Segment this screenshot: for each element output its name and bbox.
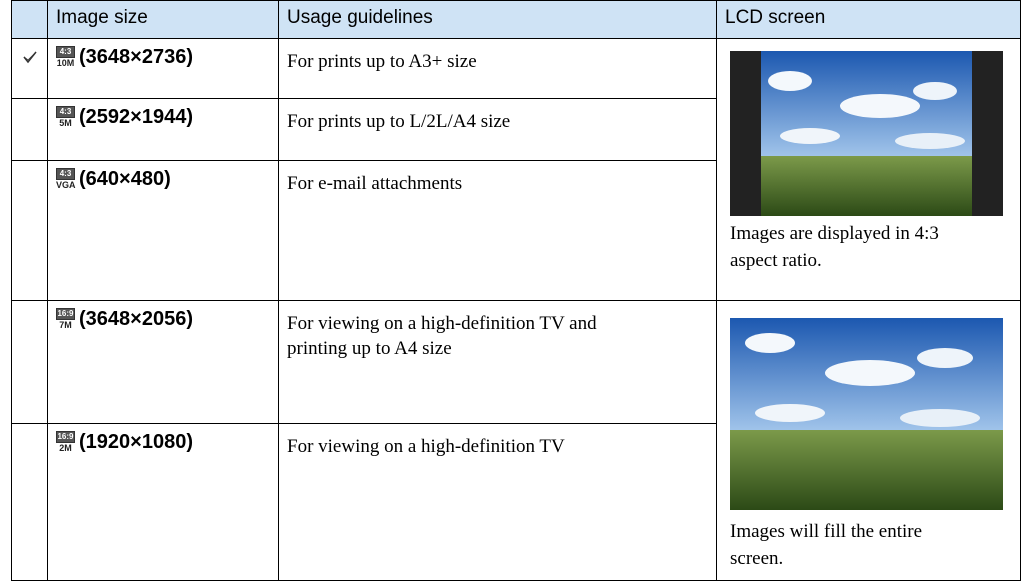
resolution: (1920×1080) [79, 430, 193, 453]
resolution: (2592×1944) [79, 106, 193, 128]
size-icon: 4:3 5M [56, 106, 75, 128]
size-cell: 4:3 5M (2592×1944) [47, 98, 279, 161]
size-cell: 16:9 2M (1920×1080) [47, 422, 279, 581]
megapixels: VGA [56, 180, 76, 190]
check-cell [11, 38, 48, 99]
megapixels: 10M [56, 58, 75, 68]
size-icon: 16:9 2M [56, 430, 75, 453]
check-cell [11, 300, 48, 424]
page: Image size Usage guidelines LCD screen 4… [11, 0, 1021, 581]
aspect: 16:9 [56, 430, 75, 443]
size-icon: 4:3 10M [56, 46, 75, 68]
header-cell: Image size [47, 0, 279, 39]
megapixels: 2M [59, 442, 72, 453]
size-icon: 16:9 7M [56, 308, 75, 330]
check-cell [11, 160, 48, 301]
aspect: 4:3 [56, 106, 75, 118]
check-icon [22, 51, 37, 64]
usage: For viewing on a high-definition TV and … [278, 300, 717, 424]
megapixels: 5M [59, 118, 72, 128]
size-cell: 4:3 10M (3648×2736) [47, 38, 279, 99]
lcd-caption: Images will fill the entire screen. [730, 521, 923, 569]
lcd-image [730, 51, 1003, 216]
check-cell [11, 98, 48, 161]
megapixels: 7M [59, 320, 72, 330]
size-icon: 4:3 VGA [56, 168, 76, 190]
size-cell: 16:9 7M (3648×2056) [47, 300, 279, 424]
aspect: 4:3 [56, 168, 75, 180]
resolution: (3648×2056) [79, 308, 193, 330]
lcd-caption: Images are displayed in 4:3 aspect ratio… [730, 223, 939, 271]
lcd-cell: Images are displayed in 4:3 aspect ratio… [716, 38, 1021, 301]
usage: For prints up to A3+ size [278, 38, 717, 99]
aspect: 16:9 [56, 308, 75, 320]
check-cell [11, 422, 48, 581]
header-cell: Usage guidelines [278, 0, 717, 39]
usage: For e-mail attachments [278, 160, 717, 301]
usage: For viewing on a high-definition TV [278, 422, 717, 581]
usage: For prints up to L/2L/A4 size [278, 98, 717, 161]
header-cell [11, 0, 48, 39]
lcd-image [730, 318, 1003, 510]
aspect: 4:3 [56, 46, 75, 58]
resolution: (640×480) [79, 168, 171, 190]
image-size-table: Image size Usage guidelines LCD screen 4… [11, 0, 1021, 581]
header-cell: LCD screen [716, 0, 1021, 39]
lcd-cell: Images will fill the entire screen. [716, 300, 1021, 581]
size-cell: 4:3 VGA (640×480) [47, 160, 279, 301]
resolution: (3648×2736) [79, 46, 193, 68]
